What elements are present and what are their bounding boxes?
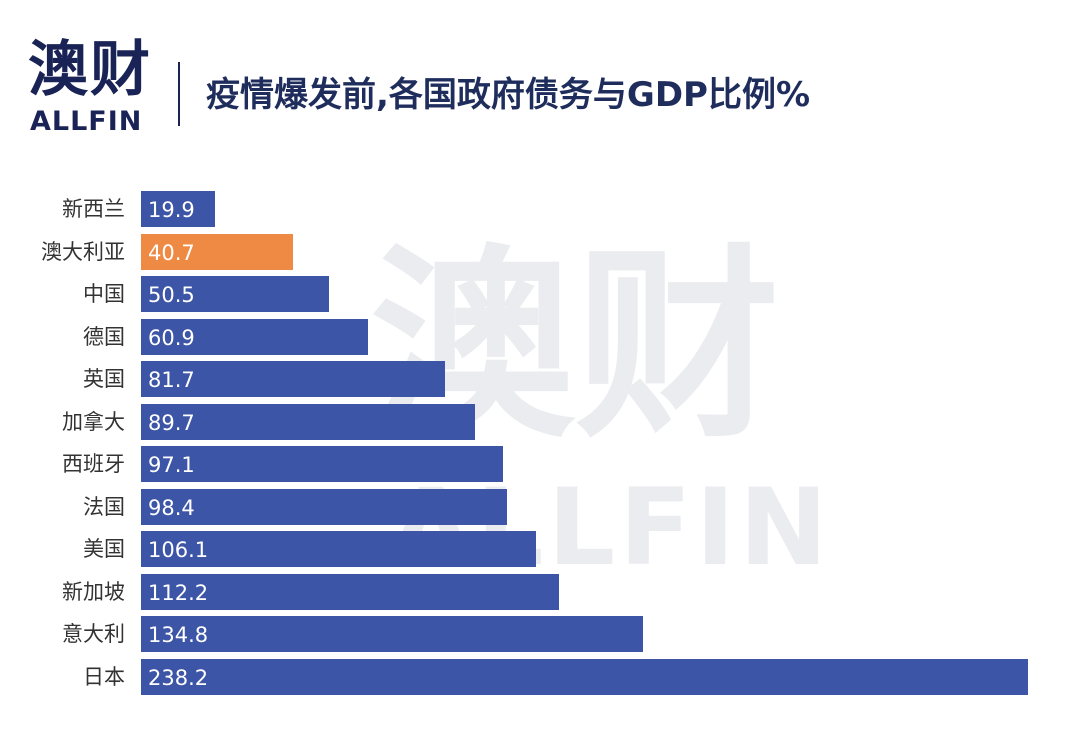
bar-row: 澳大利亚 40.7 bbox=[0, 233, 1067, 270]
category-label: 英国 bbox=[83, 367, 125, 391]
category-label: 法国 bbox=[83, 494, 125, 519]
bar-row: 德国 60.9 bbox=[0, 318, 1067, 355]
value-label: 50.5 bbox=[148, 283, 195, 307]
value-label: 89.7 bbox=[148, 410, 195, 435]
value-label: 238.2 bbox=[148, 665, 209, 690]
page-title: 疫情爆发前,各国政府债务与GDP比例% bbox=[206, 75, 811, 115]
value-label: 81.7 bbox=[148, 368, 195, 392]
value-label: 19.9 bbox=[148, 198, 195, 222]
value-label: 112.2 bbox=[148, 580, 209, 605]
logo-chinese: 澳财 bbox=[28, 35, 152, 105]
category-label: 加拿大 bbox=[62, 409, 125, 434]
category-label: 新加坡 bbox=[62, 579, 125, 604]
bar bbox=[141, 233, 293, 270]
bar bbox=[141, 318, 368, 355]
category-label: 美国 bbox=[83, 537, 125, 561]
category-label: 德国 bbox=[83, 324, 125, 349]
bar bbox=[141, 191, 216, 227]
category-label: 意大利 bbox=[62, 622, 125, 646]
value-label: 97.1 bbox=[148, 453, 195, 477]
bar-row: 中国 50.5 bbox=[0, 276, 1067, 312]
value-label: 98.4 bbox=[148, 495, 195, 520]
bar-chart: 澳财 ALLFIN 新西兰 19.9 澳大利亚 40.7 中国 50.5 德国 60.9 英国 8… bbox=[0, 150, 1067, 733]
category-label: 中国 bbox=[83, 282, 125, 306]
category-label: 澳大利亚 bbox=[41, 239, 125, 264]
bar-row: 西班牙 97.1 bbox=[0, 446, 1067, 482]
value-label: 60.9 bbox=[148, 325, 195, 350]
logo-english: ALLFIN bbox=[30, 106, 143, 137]
bar bbox=[141, 488, 508, 525]
bar-rows: 新西兰 19.9 澳大利亚 40.7 中国 50.5 德国 60.9 英国 81.7 加拿大 89.7… bbox=[0, 150, 1067, 733]
bar bbox=[141, 446, 503, 482]
bar-row: 新西兰 19.9 bbox=[0, 191, 1067, 227]
category-label: 新西兰 bbox=[62, 197, 125, 221]
bar bbox=[141, 276, 330, 312]
bar-row: 意大利 134.8 bbox=[0, 616, 1067, 652]
bar bbox=[141, 573, 559, 610]
bar-row: 日本 238.2 bbox=[0, 658, 1067, 695]
bar bbox=[141, 616, 643, 652]
bar bbox=[141, 403, 476, 440]
category-label: 西班牙 bbox=[62, 452, 125, 476]
value-label: 40.7 bbox=[148, 240, 195, 265]
value-label: 134.8 bbox=[148, 623, 209, 647]
logo-divider bbox=[178, 62, 180, 126]
bar-row: 法国 98.4 bbox=[0, 488, 1067, 525]
bar-row: 美国 106.1 bbox=[0, 531, 1067, 567]
bar-row: 英国 81.7 bbox=[0, 361, 1067, 397]
bar-row: 新加坡 112.2 bbox=[0, 573, 1067, 610]
bar bbox=[141, 361, 446, 397]
bar bbox=[141, 658, 1028, 695]
value-label: 106.1 bbox=[148, 538, 209, 562]
bar bbox=[141, 531, 537, 567]
category-label: 日本 bbox=[83, 664, 125, 689]
header: 澳财 ALLFIN 疫情爆发前,各国政府债务与GDP比例% bbox=[0, 0, 1067, 150]
bar-row: 加拿大 89.7 bbox=[0, 403, 1067, 440]
